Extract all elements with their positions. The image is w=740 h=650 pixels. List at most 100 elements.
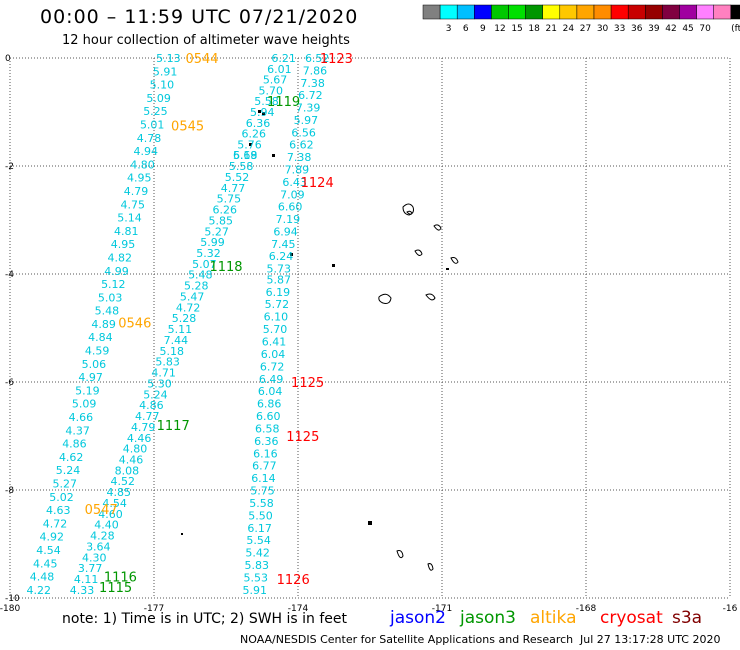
island-outline <box>396 550 404 559</box>
swh-value-label: 4.28 <box>90 530 115 543</box>
swh-value-label: 3.64 <box>86 540 111 553</box>
island-dot <box>262 112 265 115</box>
colorbar-label: 27 <box>580 24 591 34</box>
swh-value-label: 5.47 <box>180 290 205 303</box>
swh-value-label: 4.33 <box>70 584 95 597</box>
satellite-legend-cryosat: cryosat <box>600 608 663 628</box>
satellite-legend-altika: altika <box>530 608 577 628</box>
swh-value-label: 5.25 <box>143 105 168 118</box>
colorbar-swatch <box>491 4 509 20</box>
swh-value-label: 4.60 <box>98 508 123 521</box>
swh-value-label: 5.01 <box>140 118 165 131</box>
island-dot <box>272 154 275 157</box>
swh-value-label: 5.48 <box>188 269 213 282</box>
swh-value-label: 5.76 <box>237 138 262 151</box>
colorbar-swatch <box>610 4 629 20</box>
swh-value-label: 4.72 <box>176 301 201 314</box>
swh-value-label: 5.28 <box>184 280 209 293</box>
island-outline <box>427 563 434 571</box>
footer-credit: NOAA/NESDIS Center for Satellite Applica… <box>240 633 574 646</box>
pass-time-label: 1123 <box>320 52 353 67</box>
swh-value-label: 5.14 <box>117 212 142 225</box>
swh-value-label: 4.82 <box>108 251 133 264</box>
swh-value-label: 4.97 <box>78 371 103 384</box>
colorbar-unit: (ft) <box>731 24 740 34</box>
colorbar-label: 9 <box>480 24 486 34</box>
colorbar-label: 33 <box>614 24 625 34</box>
swh-value-label: 5.28 <box>172 312 197 325</box>
swh-value-label: 6.14 <box>251 472 276 485</box>
swh-value-label: 6.72 <box>260 360 285 373</box>
islands <box>181 110 459 571</box>
swh-value-label: 4.66 <box>69 411 94 424</box>
swh-value-label: 4.75 <box>121 198 146 211</box>
swh-value-label: 5.50 <box>248 509 273 522</box>
swh-value-label: 5.85 <box>208 214 233 227</box>
colorbar-swatch <box>645 4 663 20</box>
island-dot <box>332 264 335 267</box>
swh-value-label: 5.97 <box>294 114 319 127</box>
island-outline <box>425 293 436 301</box>
swh-value-label: 4.92 <box>40 531 65 544</box>
colorbar-label: 3 <box>446 24 452 34</box>
swh-value-label: 4.54 <box>36 544 61 557</box>
swh-value-label: 7.38 <box>287 151 312 164</box>
colorbar-label: 30 <box>597 24 609 34</box>
swh-value-label: 5.52 <box>225 171 250 184</box>
y-tick-label: -10 <box>5 594 20 604</box>
swh-value-label: 5.54 <box>246 534 271 547</box>
swh-value-label: 5.11 <box>168 323 193 336</box>
swh-value-label: 5.24 <box>56 464 81 477</box>
swh-value-label: 5.75 <box>217 193 242 206</box>
swh-value-label: 5.09 <box>72 398 97 411</box>
colorbar-swatch <box>627 4 646 20</box>
island-dot <box>368 521 372 525</box>
pass-time-label: 0545 <box>171 120 204 135</box>
swh-value-label: 3.77 <box>78 562 103 575</box>
swh-value-label: 6.26 <box>241 128 266 141</box>
colorbar-label: 70 <box>699 24 711 34</box>
swh-value-label: 5.70 <box>259 84 284 97</box>
swh-value-label: 6.26 <box>213 204 238 217</box>
swh-value-label: 4.46 <box>127 432 152 445</box>
x-tick-label: -168 <box>576 604 597 614</box>
island-dot <box>446 268 449 270</box>
colorbar-label: 39 <box>648 24 660 34</box>
swh-value-label: 5.07 <box>192 258 217 271</box>
swh-value-label: 5.32 <box>196 247 221 260</box>
swh-value-label: 5.12 <box>101 278 126 291</box>
island-outline <box>414 249 423 256</box>
swh-value-label: 7.09 <box>280 188 305 201</box>
pass-time-label: 1117 <box>157 419 190 434</box>
colorbar-label: 42 <box>665 24 676 34</box>
swh-tracks: 5.135.915.105.095.255.014.784.944.804.95… <box>27 52 330 597</box>
swh-value-label: 5.18 <box>160 345 185 358</box>
swh-value-label: 5.53 <box>244 571 269 584</box>
x-tick-label: -177 <box>144 604 164 614</box>
swh-value-label: 5.06 <box>82 358 107 371</box>
swh-value-label: 6.21 <box>271 52 296 65</box>
swh-value-label: 5.13 <box>156 52 181 65</box>
swh-value-label: 5.73 <box>267 263 292 276</box>
swh-value-label: 5.83 <box>155 356 180 369</box>
swh-value-label: 4.77 <box>221 182 246 195</box>
grid: 0-2-4-6-8-10-180 -177 -174 -171 -168 -16 <box>0 54 738 614</box>
swh-value-label: 7.38 <box>300 77 325 90</box>
colorbar-swatch <box>456 4 475 20</box>
swh-value-label: 4.52 <box>111 475 136 488</box>
y-tick-label: 0 <box>5 54 11 64</box>
colorbar-label: 15 <box>511 24 522 34</box>
colorbar-swatch <box>525 4 543 20</box>
swh-value-label: 5.58 <box>254 95 279 108</box>
swh-value-label: 6.17 <box>247 522 272 535</box>
swh-value-label: 4.86 <box>139 399 164 412</box>
swh-value-label: 4.81 <box>114 225 139 238</box>
swh-value-label: 5.58 <box>229 160 254 173</box>
swh-value-label: 5.75 <box>250 485 275 498</box>
swh-value-label: 4.80 <box>123 443 148 456</box>
swh-value-label: 6.60 <box>256 410 281 423</box>
colorbar-swatch <box>474 4 492 20</box>
swh-value-label: 5.19 <box>75 384 100 397</box>
x-tick-label: -171 <box>432 604 452 614</box>
